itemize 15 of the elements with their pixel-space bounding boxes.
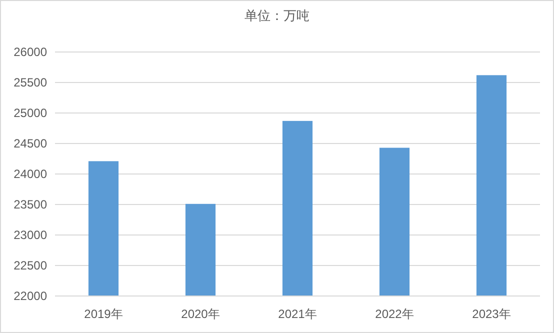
y-tick-label: 23500 [14, 198, 48, 212]
x-tick-label: 2020年 [181, 307, 220, 321]
y-tick-label: 25000 [14, 106, 48, 120]
chart-title: 单位：万吨 [244, 8, 310, 23]
y-tick-label: 24500 [14, 136, 48, 150]
y-tick-label: 24000 [14, 167, 48, 181]
y-tick-label: 25500 [14, 76, 48, 90]
y-tick-label: 23000 [14, 228, 48, 242]
x-tick-label: 2022年 [375, 307, 414, 321]
x-tick-label: 2021年 [278, 307, 317, 321]
x-tick-label: 2023年 [472, 307, 511, 321]
y-tick-label: 22000 [14, 289, 48, 303]
y-tick-label: 22500 [14, 258, 48, 272]
y-tick-label: 26000 [14, 45, 48, 59]
x-tick-label: 2019年 [84, 307, 123, 321]
